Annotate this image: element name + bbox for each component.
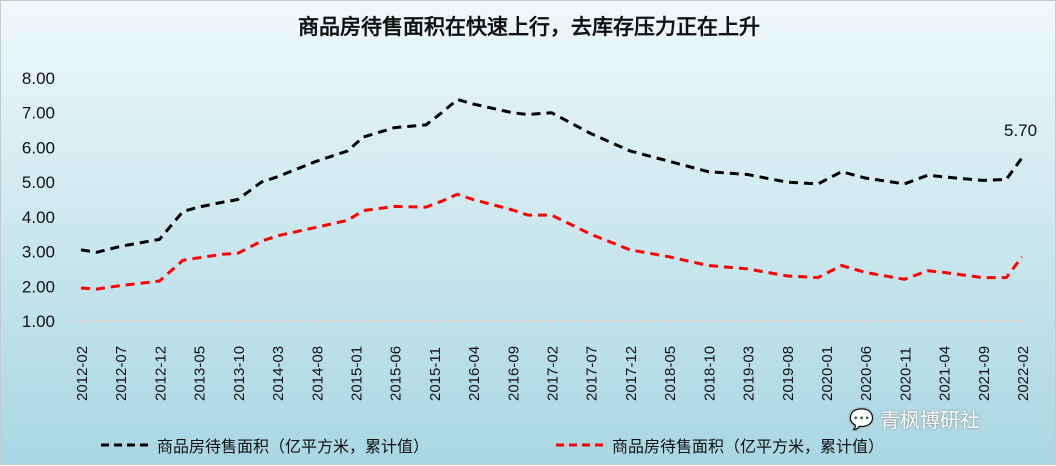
- x-tick-label: 2020-06: [858, 346, 875, 401]
- watermark: 💬 青枫博研社: [849, 404, 980, 433]
- legend-label: 商品房待售面积（亿平方米，累计值）: [157, 437, 430, 456]
- watermark-text: 青枫博研社: [879, 408, 980, 432]
- y-tick-label: 4.00: [22, 208, 55, 227]
- x-tick-label: 2015-06: [388, 346, 405, 401]
- series-line-1: [80, 192, 1024, 291]
- y-tick-label: 2.00: [22, 277, 55, 296]
- x-tick-label: 2013-10: [231, 346, 248, 401]
- x-tick-label: 2015-01: [348, 346, 365, 401]
- y-tick-label: 5.00: [22, 173, 55, 192]
- y-tick-label: 8.00: [22, 69, 55, 88]
- y-tick-label: 1.00: [22, 312, 55, 331]
- chart-title: 商品房待售面积在快速上行，去库存压力正在上升: [298, 14, 760, 39]
- x-tick-label: 2020-01: [819, 346, 836, 401]
- x-tick-label: 2013-05: [192, 346, 209, 401]
- x-tick-label: 2018-05: [662, 346, 679, 401]
- x-tick-label: 2018-10: [701, 346, 718, 401]
- x-tick-label: 2012-12: [152, 346, 169, 401]
- x-tick-label: 2012-07: [113, 346, 130, 401]
- x-tick-label: 2022-02: [1015, 346, 1032, 401]
- x-tick-label: 2016-04: [466, 346, 483, 401]
- x-tick-label: 2020-11: [897, 347, 914, 401]
- wechat-icon: 💬: [849, 406, 874, 431]
- x-tick-label: 2016-09: [505, 346, 522, 401]
- x-tick-label: 2014-03: [270, 346, 287, 401]
- series-line-0: [80, 98, 1024, 254]
- x-tick-label: 2017-07: [584, 346, 601, 401]
- legend-label: 商品房待售面积（亿平方米，累计值）: [612, 437, 885, 456]
- x-tick-label: 2021-09: [976, 346, 993, 401]
- x-tick-label: 2021-04: [937, 346, 954, 401]
- x-tick-label: 2015-11: [427, 347, 444, 401]
- y-tick-label: 3.00: [22, 243, 55, 262]
- data-label: 5.70: [1004, 121, 1037, 140]
- x-tick-label: 2017-12: [623, 346, 640, 401]
- x-tick-label: 2017-02: [545, 346, 562, 401]
- legend-item-black: 商品房待售面积（亿平方米，累计值）: [101, 433, 429, 457]
- legend-item-red: 商品房待售面积（亿平方米，累计值）: [556, 433, 884, 457]
- x-tick-label: 2019-03: [741, 346, 758, 401]
- x-tick-label: 2012-02: [74, 346, 91, 401]
- x-tick-label: 2014-08: [309, 346, 326, 401]
- y-tick-label: 6.00: [22, 138, 55, 157]
- y-tick-label: 7.00: [22, 104, 55, 123]
- x-tick-label: 2019-08: [780, 346, 797, 401]
